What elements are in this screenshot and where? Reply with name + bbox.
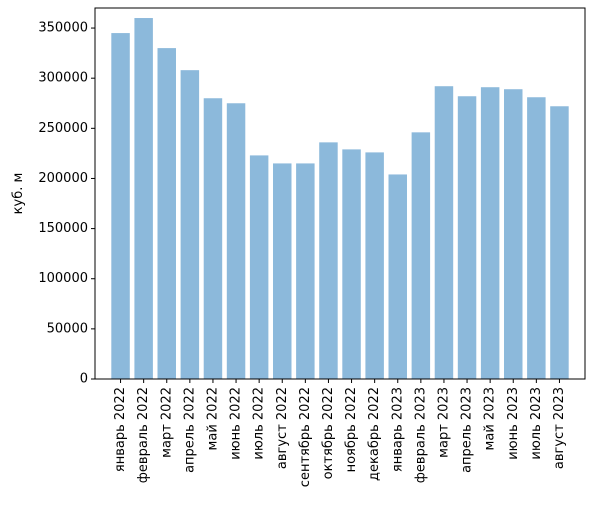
bar (273, 163, 292, 379)
x-tick-label: январь 2023 (390, 387, 405, 472)
bar (411, 132, 431, 379)
bar (434, 86, 454, 380)
x-tick-label: декабрь 2022 (367, 387, 382, 481)
x-tick-label: апрель 2023 (460, 387, 475, 473)
x-tick-label: октябрь 2022 (321, 387, 336, 479)
y-tick-label: 0 (80, 372, 88, 387)
x-tick-label: февраль 2022 (136, 387, 151, 483)
bar (365, 152, 384, 379)
bar (480, 87, 500, 380)
y-tick-label: 200000 (38, 171, 88, 186)
y-tick-label: 300000 (38, 71, 88, 86)
bar (203, 98, 223, 380)
bar (111, 33, 130, 379)
bar (550, 106, 569, 379)
x-tick-label: февраль 2023 (413, 387, 428, 483)
x-tick-label: август 2023 (552, 387, 567, 469)
x-axis: январь 2022 февраль 2022 март 2022 апрель 2… (113, 379, 567, 487)
bar (527, 97, 546, 380)
y-tick-label: 350000 (38, 21, 88, 36)
bar (504, 89, 523, 379)
bars-group (111, 18, 569, 380)
x-tick-label: март 2022 (159, 387, 174, 458)
bar (319, 142, 338, 379)
x-tick-label: май 2022 (205, 387, 220, 450)
plot-frame (94, 7, 586, 380)
bar (342, 149, 361, 379)
y-tick-label: 250000 (38, 121, 88, 136)
y-axis: 0 50000 100000 150000 200000 250000 300000 3500… (38, 21, 95, 387)
x-tick-label: ноябрь 2022 (344, 387, 359, 472)
x-tick-label: июль 2023 (529, 387, 544, 460)
bar (296, 163, 315, 379)
bar (226, 103, 246, 379)
y-tick-label: 150000 (38, 221, 88, 236)
y-tick-label: 100000 (38, 271, 88, 286)
x-tick-label: август 2022 (275, 387, 290, 469)
bar (134, 18, 153, 380)
x-tick-label: апрель 2022 (182, 387, 197, 473)
bar (249, 155, 269, 379)
x-tick-label: сентябрь 2022 (298, 387, 313, 487)
bar (457, 96, 477, 380)
y-tick-label: 50000 (47, 321, 88, 336)
x-tick-label: январь 2022 (113, 387, 128, 472)
bar (157, 48, 176, 380)
bar (388, 174, 407, 379)
bar (180, 70, 200, 380)
x-tick-label: июнь 2022 (229, 387, 244, 460)
x-tick-label: июнь 2023 (506, 387, 521, 460)
x-tick-label: июль 2022 (252, 387, 267, 460)
y-axis-label: куб. м (11, 173, 26, 215)
x-tick-label: март 2023 (436, 387, 451, 458)
x-tick-label: май 2023 (483, 387, 498, 450)
